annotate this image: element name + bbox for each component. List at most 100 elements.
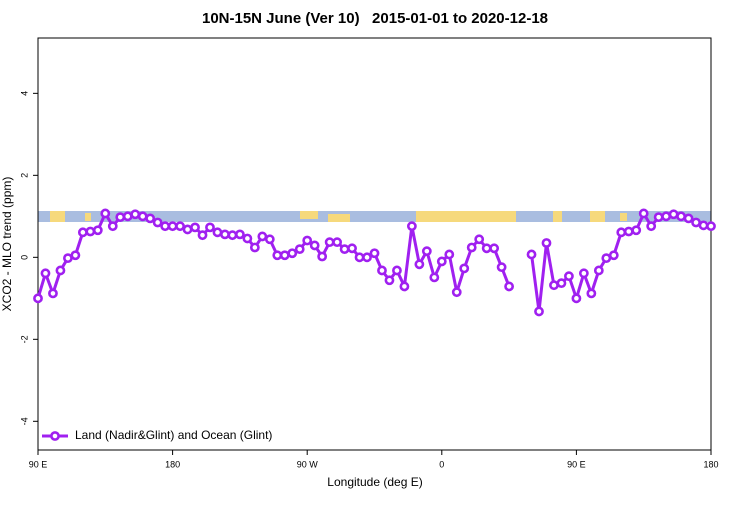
land-patch (300, 211, 318, 219)
data-point (526, 249, 537, 260)
data-point (205, 222, 215, 233)
x-tick-label: 90 W (297, 459, 319, 469)
data-point (339, 244, 350, 255)
data-point (317, 251, 328, 262)
data-point (549, 280, 559, 291)
data-point (646, 221, 657, 232)
y-axis-label: XCO2 - MLO trend (ppm) (0, 177, 14, 312)
data-point (556, 278, 567, 289)
x-tick-label: 180 (703, 459, 718, 469)
data-point (227, 230, 238, 241)
x-tick-label: 180 (165, 459, 180, 469)
data-point (130, 209, 141, 220)
legend-marker (50, 431, 60, 441)
data-point (593, 265, 604, 276)
data-point (70, 250, 81, 261)
data-point (92, 225, 103, 236)
data-point (212, 227, 223, 238)
data-point (197, 230, 208, 241)
land-patch (328, 214, 350, 222)
data-point (683, 213, 694, 224)
data-point (279, 250, 290, 261)
data-point (182, 224, 193, 235)
data-point (220, 229, 230, 240)
data-point (653, 212, 664, 223)
land-patch (590, 211, 605, 222)
data-point (436, 256, 447, 267)
data-point (234, 229, 245, 240)
data-point (616, 227, 627, 238)
ocean-band (38, 211, 711, 222)
data-point (115, 212, 126, 223)
data-point (534, 306, 544, 317)
data-point (698, 220, 709, 231)
y-tick-label: 4 (19, 91, 29, 96)
data-point (414, 259, 425, 270)
land-patch (50, 211, 65, 222)
data-point (309, 240, 320, 251)
data-point (638, 208, 649, 219)
data-point (77, 227, 88, 238)
data-point (100, 208, 111, 219)
y-tick-label: -2 (19, 335, 29, 343)
data-point (459, 263, 470, 274)
data-point (347, 243, 357, 254)
legend-label: Land (Nadir&Glint) and Ocean (Glint) (75, 428, 272, 442)
data-point (332, 237, 343, 248)
data-point (122, 211, 133, 222)
data-point (160, 221, 171, 232)
data-point (152, 217, 163, 228)
data-point (601, 253, 612, 264)
data-point (571, 293, 582, 304)
data-point (324, 237, 335, 248)
data-point (107, 221, 118, 232)
x-tick-label: 90 E (29, 459, 48, 469)
data-point (466, 242, 477, 253)
data-point (429, 272, 440, 283)
land-patch (553, 211, 562, 222)
x-axis-label: Longitude (deg E) (327, 475, 422, 489)
data-point (40, 268, 51, 279)
data-point (399, 281, 410, 292)
data-point (481, 243, 492, 254)
data-point (489, 243, 500, 254)
data-point (48, 288, 58, 299)
y-tick-label: 2 (19, 173, 29, 178)
data-point (541, 238, 552, 248)
data-point (406, 221, 417, 232)
land-patch (620, 213, 627, 221)
data-point (676, 211, 686, 222)
land-patch (85, 213, 91, 221)
y-tick-label: -4 (19, 417, 29, 425)
y-tick-label: 0 (19, 255, 29, 260)
data-point (175, 221, 185, 232)
data-point (496, 262, 507, 273)
data-point (85, 226, 96, 237)
data-point (631, 225, 642, 236)
data-point (578, 268, 589, 279)
land-patch (416, 211, 516, 222)
data-point (377, 265, 387, 276)
chart-title: 10N-15N June (Ver 10) 2015-01-01 to 2020… (202, 10, 548, 27)
data-point (421, 246, 432, 257)
data-point (242, 233, 253, 244)
data-point (608, 250, 619, 261)
data-point (474, 234, 485, 245)
map-strip (38, 211, 711, 222)
data-point (668, 209, 679, 220)
data-point (661, 211, 672, 222)
data-point (354, 252, 365, 263)
data-point (451, 287, 462, 298)
data-point (369, 248, 380, 259)
data-point (272, 250, 283, 261)
data-point (706, 221, 716, 232)
data-point (287, 248, 298, 259)
data-point (362, 252, 372, 263)
data-point (190, 222, 200, 233)
data-point (691, 217, 701, 228)
data-point (564, 271, 574, 282)
data-point (145, 213, 156, 224)
data-point (264, 234, 275, 245)
data-point (55, 265, 66, 276)
